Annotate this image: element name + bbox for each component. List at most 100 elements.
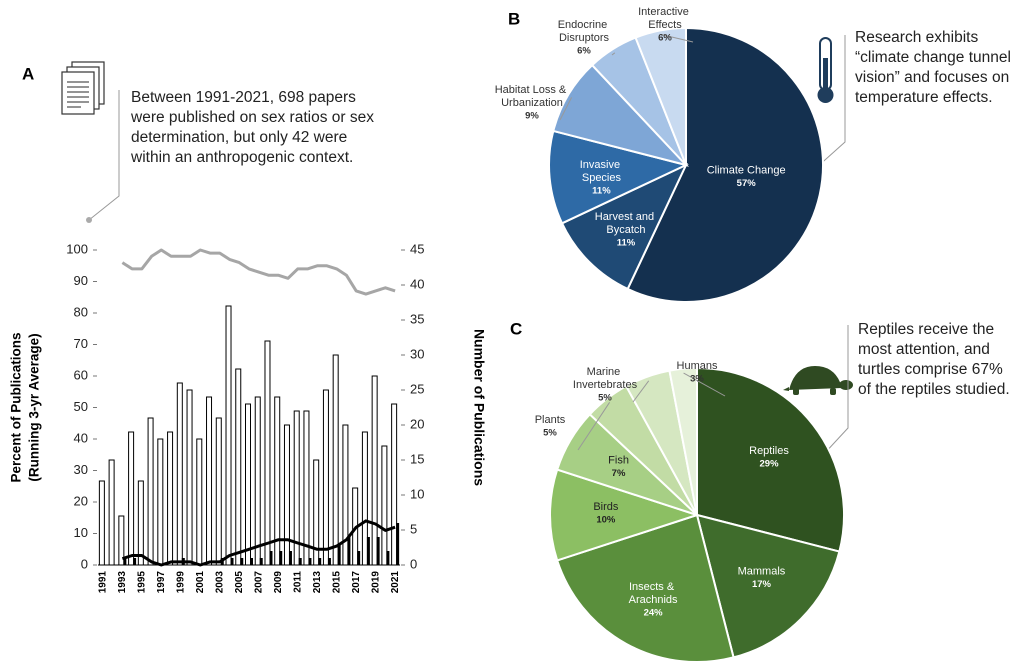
y-tick-label: 30	[74, 462, 88, 477]
bar	[137, 480, 144, 566]
slice-value-label: 29%	[760, 459, 780, 470]
bar	[250, 558, 253, 565]
slice-value-label: 24%	[644, 607, 664, 618]
slice-value-label: 11%	[592, 186, 611, 197]
label-leader	[559, 97, 573, 121]
x-tick-label: 2005	[234, 571, 245, 594]
slice-value-label: 57%	[737, 178, 757, 189]
x-tick-label: 1995	[136, 571, 147, 594]
bar	[308, 558, 312, 565]
y-tick-label: 40	[74, 430, 88, 445]
bar	[381, 445, 388, 566]
y2-tick-label: 25	[410, 381, 424, 396]
pie-slice	[634, 26, 687, 166]
slice-value-label: 10%	[596, 515, 616, 526]
annotation-a: Between 1991-2021, 698 papers were publi…	[131, 89, 374, 166]
pie-slice	[549, 468, 701, 562]
y-axis-label: Percent of Publications	[9, 332, 24, 482]
label-leader	[611, 52, 616, 56]
bar	[147, 417, 154, 566]
slice-label: Interactive Effects	[638, 6, 692, 31]
pie-slice	[696, 366, 845, 553]
x-tick-label: 2017	[351, 571, 362, 594]
x-tick-label: 2021	[390, 571, 401, 594]
slice-value-label: 6%	[577, 46, 591, 57]
x-tick-label: 2003	[214, 571, 225, 594]
bar	[371, 375, 378, 566]
bar	[274, 396, 281, 566]
y-tick-label: 10	[74, 525, 88, 540]
slice-label: Birds	[593, 501, 619, 513]
bar	[118, 515, 125, 566]
bar	[215, 417, 222, 566]
slice-value-label: 3%	[690, 374, 704, 385]
bar	[303, 410, 310, 566]
bar	[108, 459, 115, 566]
y-axis-label: (Running 3-yr Average)	[27, 333, 42, 481]
label-leader	[660, 33, 694, 43]
y2-tick-label: 45	[410, 241, 424, 256]
bar	[337, 544, 341, 565]
x-tick-label: 1991	[98, 571, 109, 594]
bar	[240, 558, 244, 565]
slice-label: Habitat Loss & Urbanization	[495, 84, 570, 109]
panel-label: C	[510, 319, 522, 338]
bar	[245, 403, 251, 566]
turtle-icon	[783, 366, 853, 395]
bar	[332, 354, 339, 566]
y2-tick-label: 5	[410, 521, 417, 536]
bar	[342, 424, 349, 566]
documents-icon	[61, 61, 105, 115]
y2-tick-label: 15	[410, 451, 424, 466]
label-leader	[577, 402, 611, 451]
bar	[347, 537, 351, 565]
bar	[123, 558, 127, 565]
slice-label: Plants	[535, 414, 566, 426]
label-leader	[683, 372, 726, 397]
slice-label: Harvest and Bycatch	[595, 211, 657, 236]
bar	[230, 558, 234, 565]
slice-label: Fish	[608, 455, 629, 467]
bar	[196, 438, 203, 566]
pie-slice	[560, 162, 689, 291]
bar	[357, 551, 361, 565]
bar	[259, 558, 263, 565]
bar	[313, 459, 320, 566]
slice-label: Endocrine Disruptors	[558, 19, 611, 44]
bar	[293, 410, 300, 566]
bar	[376, 537, 380, 565]
pie-slice	[668, 366, 698, 516]
bar	[298, 558, 302, 565]
y-tick-label: 90	[74, 273, 88, 288]
bar	[98, 480, 105, 566]
line	[121, 519, 396, 567]
y-tick-label: 60	[74, 367, 88, 382]
bar	[279, 551, 283, 565]
y-tick-label: 50	[74, 399, 88, 414]
panel-label: B	[508, 9, 520, 28]
y2-tick-label: 0	[410, 556, 417, 571]
x-tick-label: 1999	[175, 571, 186, 594]
y2-tick-label: 30	[410, 346, 424, 361]
bar	[254, 396, 261, 566]
y-tick-label: 20	[74, 493, 88, 508]
slice-label: Insects & Arachnids	[629, 581, 678, 606]
pie-slice	[626, 26, 824, 303]
y2-tick-label: 20	[410, 416, 424, 431]
thermometer-icon	[817, 37, 834, 103]
slice-value-label: 5%	[598, 393, 612, 404]
bar	[318, 558, 322, 565]
bar	[396, 523, 400, 565]
annotation-b: Research exhibits “climate change tunnel…	[855, 29, 1011, 106]
bar	[235, 368, 242, 566]
bar	[366, 537, 370, 565]
y2-tick-label: 10	[410, 486, 424, 501]
bar	[269, 551, 273, 565]
x-tick-label: 1997	[156, 571, 167, 594]
bar	[133, 558, 137, 565]
slice-value-label: 9%	[525, 111, 539, 122]
slice-label: Humans	[677, 360, 718, 372]
y2-axis-label: Number of Publications	[471, 329, 487, 486]
y-tick-label: 0	[81, 556, 88, 571]
